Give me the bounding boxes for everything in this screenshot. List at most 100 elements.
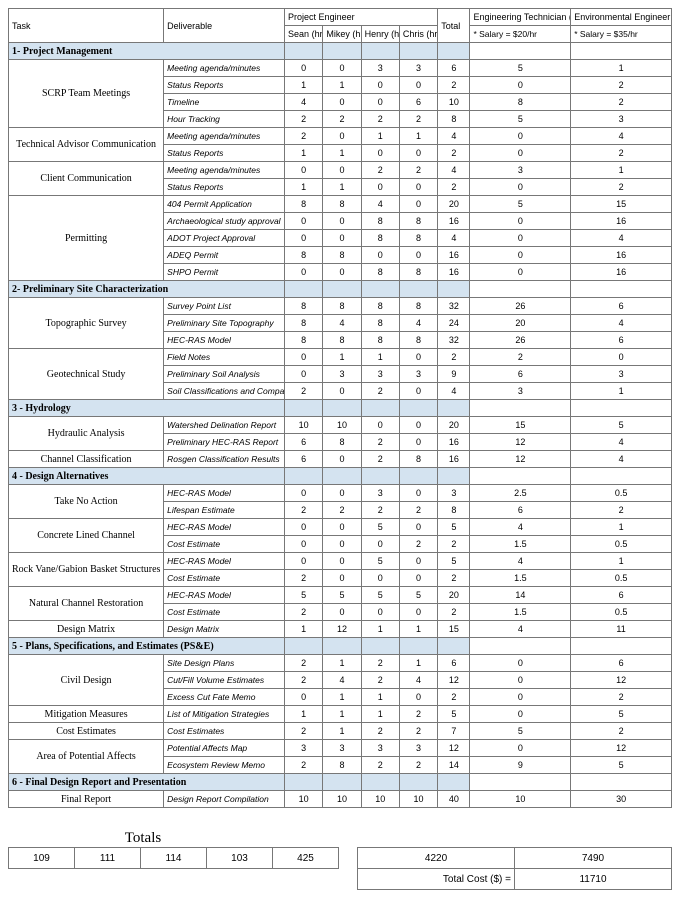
- deliverable-cell: Cost Estimate: [164, 570, 285, 587]
- task-cell: Concrete Lined Channel: [9, 519, 164, 553]
- deliverable-cell: HEC-RAS Model: [164, 553, 285, 570]
- value-cell: 16: [438, 264, 470, 281]
- value-cell: 2: [399, 162, 437, 179]
- task-cell: Civil Design: [9, 655, 164, 706]
- col-total: Total: [438, 9, 470, 43]
- value-cell: 3: [571, 366, 672, 383]
- value-cell: 1: [361, 349, 399, 366]
- value-cell: 0: [323, 213, 361, 230]
- value-cell: 8: [399, 332, 437, 349]
- salary-ee: * Salary = $35/hr: [571, 26, 672, 43]
- deliverable-cell: HEC-RAS Model: [164, 332, 285, 349]
- value-cell: 0: [285, 536, 323, 553]
- value-cell: 3: [399, 366, 437, 383]
- section-header: 1- Project Management: [9, 43, 285, 60]
- value-cell: 0: [399, 689, 437, 706]
- value-cell: 8: [323, 332, 361, 349]
- value-cell: 2: [399, 706, 437, 723]
- value-cell: 1: [571, 162, 672, 179]
- deliverable-cell: 404 Permit Application: [164, 196, 285, 213]
- value-cell: 1: [323, 77, 361, 94]
- value-cell: 2: [399, 723, 437, 740]
- col-mikey: Mikey (hr): [323, 26, 361, 43]
- value-cell: 2: [361, 502, 399, 519]
- deliverable-cell: Watershed Delination Report: [164, 417, 285, 434]
- value-cell: 1: [361, 128, 399, 145]
- deliverable-cell: Design Matrix: [164, 621, 285, 638]
- value-cell: 0: [323, 162, 361, 179]
- deliverable-cell: HEC-RAS Model: [164, 485, 285, 502]
- value-cell: 1: [323, 349, 361, 366]
- value-cell: 2: [470, 349, 571, 366]
- task-cell: Rock Vane/Gabion Basket Structures: [9, 553, 164, 587]
- deliverable-cell: List of Mitigation Strategies: [164, 706, 285, 723]
- task-cell: Final Report: [9, 791, 164, 808]
- value-cell: 0: [323, 451, 361, 468]
- value-cell: 6: [571, 655, 672, 672]
- value-cell: 0: [399, 570, 437, 587]
- value-cell: 2: [361, 723, 399, 740]
- value-cell: 6: [571, 587, 672, 604]
- value-cell: 12: [470, 451, 571, 468]
- value-cell: 1: [361, 706, 399, 723]
- value-cell: 2: [323, 111, 361, 128]
- value-cell: 8: [361, 298, 399, 315]
- task-cell: Permitting: [9, 196, 164, 281]
- value-cell: 0: [285, 519, 323, 536]
- deliverable-cell: Soil Classifications and Compatibility: [164, 383, 285, 400]
- value-cell: 0: [470, 264, 571, 281]
- value-cell: 14: [470, 587, 571, 604]
- value-cell: 1: [323, 655, 361, 672]
- value-cell: 2: [438, 604, 470, 621]
- task-cell: Client Communication: [9, 162, 164, 196]
- value-cell: 0: [361, 536, 399, 553]
- value-cell: 0: [361, 570, 399, 587]
- value-cell: 8: [285, 196, 323, 213]
- value-cell: 2: [285, 502, 323, 519]
- value-cell: 0: [285, 60, 323, 77]
- value-cell: 4: [323, 672, 361, 689]
- col-deliverable: Deliverable: [164, 9, 285, 43]
- value-cell: 1: [571, 553, 672, 570]
- value-cell: 3: [399, 60, 437, 77]
- value-cell: 1.5: [470, 604, 571, 621]
- deliverable-cell: Cost Estimate: [164, 536, 285, 553]
- value-cell: 32: [438, 332, 470, 349]
- salary-et: * Salary = $20/hr: [470, 26, 571, 43]
- value-cell: 0: [399, 179, 437, 196]
- value-cell: 3: [361, 740, 399, 757]
- value-cell: 16: [438, 434, 470, 451]
- value-cell: 0: [323, 553, 361, 570]
- deliverable-cell: Preliminary Site Topography: [164, 315, 285, 332]
- task-cell: Area of Potential Affects: [9, 740, 164, 774]
- value-cell: 2: [361, 451, 399, 468]
- value-cell: 0: [470, 213, 571, 230]
- value-cell: 0: [399, 519, 437, 536]
- value-cell: 0: [323, 60, 361, 77]
- value-cell: 5: [361, 553, 399, 570]
- deliverable-cell: Status Reports: [164, 145, 285, 162]
- deliverable-cell: Potential Affects Map: [164, 740, 285, 757]
- task-cell: Topographic Survey: [9, 298, 164, 349]
- value-cell: 0: [399, 417, 437, 434]
- col-chris: Chris (hr): [399, 26, 437, 43]
- value-cell: 8: [323, 247, 361, 264]
- value-cell: 8: [399, 451, 437, 468]
- deliverable-cell: Archaeological study approval: [164, 213, 285, 230]
- value-cell: 8: [323, 196, 361, 213]
- value-cell: 2: [571, 145, 672, 162]
- value-cell: 0: [285, 349, 323, 366]
- value-cell: 10: [399, 791, 437, 808]
- value-cell: 12: [470, 434, 571, 451]
- value-cell: 4: [571, 451, 672, 468]
- value-cell: 0.5: [571, 570, 672, 587]
- value-cell: 8: [285, 315, 323, 332]
- value-cell: 10: [323, 791, 361, 808]
- value-cell: 12: [323, 621, 361, 638]
- value-cell: 4: [438, 230, 470, 247]
- value-cell: 0: [571, 349, 672, 366]
- value-cell: 2: [361, 162, 399, 179]
- value-cell: 0: [323, 264, 361, 281]
- value-cell: 6: [285, 434, 323, 451]
- value-cell: 2: [399, 757, 437, 774]
